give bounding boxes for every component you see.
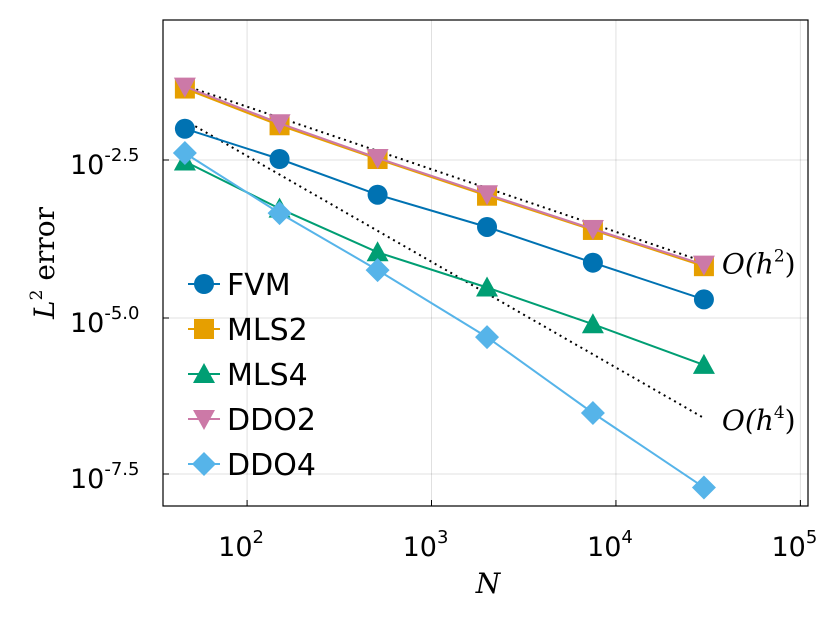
legend-item-fvm: FVM [188, 268, 291, 303]
legend-item-mls4: MLS4 [188, 358, 308, 393]
legend-item-mls2: MLS2 [188, 313, 308, 348]
data-point [173, 77, 196, 98]
x-tick-label: 105 [771, 527, 817, 563]
reference-annotations: O(h2) O(h4) [722, 247, 796, 437]
data-point [174, 118, 195, 139]
data-point [692, 255, 715, 276]
legend-swatch-marker [193, 410, 215, 430]
data-point [367, 184, 388, 205]
data-point [366, 241, 389, 262]
legend-item-ddo2: DDO2 [188, 403, 316, 438]
y-axis-label: L2 error [27, 206, 61, 320]
x-axis-label: N [475, 567, 502, 600]
x-tick-label: 104 [587, 527, 633, 563]
legend-label: MLS2 [227, 313, 308, 348]
reference-line [184, 84, 705, 263]
data-point [475, 325, 500, 350]
y-axis-ticks: 10-2.5 10-5.0 10-7.5 [70, 145, 169, 495]
legend-swatch-marker [194, 274, 214, 294]
series-ddo2 [173, 77, 715, 276]
data-point [476, 276, 499, 297]
legend-label: DDO2 [227, 403, 316, 438]
series-line [184, 160, 705, 366]
data-point [267, 201, 292, 226]
legend-label: DDO4 [227, 448, 316, 483]
reference-line-label: O(h2) [722, 247, 796, 281]
data-point [581, 313, 604, 334]
series-ddo4 [172, 141, 716, 500]
data-point [582, 252, 603, 273]
data-point [269, 149, 290, 170]
series-fvm [174, 118, 714, 310]
data-series [172, 77, 716, 500]
y-tick-label: 10-5.0 [70, 303, 139, 339]
series-line [184, 85, 705, 266]
data-point [580, 401, 605, 426]
x-axis-ticks: 102 103 104 105 [218, 500, 817, 563]
x-tick-label: 102 [218, 527, 264, 563]
svg-text:L2 error: L2 error [27, 206, 61, 320]
series-mls2 [174, 78, 714, 277]
data-point [477, 216, 498, 237]
reference-line [184, 119, 705, 419]
y-axis-label-rest: error [28, 206, 61, 289]
legend: FVM MLS2 MLS4 DDO2 DDO4 [188, 268, 316, 483]
data-point [172, 141, 197, 166]
legend-label: MLS4 [227, 358, 308, 393]
data-point [268, 114, 291, 135]
series-line [184, 152, 705, 489]
legend-swatch-marker [194, 319, 214, 339]
data-point [366, 149, 389, 170]
legend-swatch-marker [193, 363, 215, 383]
y-tick-label: 10-2.5 [70, 145, 139, 181]
reference-line-label: O(h4) [722, 403, 796, 437]
y-tick-label: 10-7.5 [70, 459, 139, 495]
plot-frame [162, 19, 809, 507]
data-point [693, 289, 714, 310]
legend-item-ddo4: DDO4 [188, 448, 316, 483]
data-point [365, 258, 390, 283]
legend-swatch-marker [192, 452, 216, 476]
data-point [476, 185, 499, 206]
x-tick-label: 103 [403, 527, 449, 563]
y-axis-label-sup: 2 [27, 290, 47, 301]
data-point [581, 219, 604, 240]
data-point [691, 475, 716, 500]
series-line [184, 127, 705, 301]
legend-label: FVM [227, 268, 291, 303]
series-line [184, 87, 705, 268]
data-point [692, 353, 715, 374]
y-axis-label-base: L [28, 300, 61, 320]
